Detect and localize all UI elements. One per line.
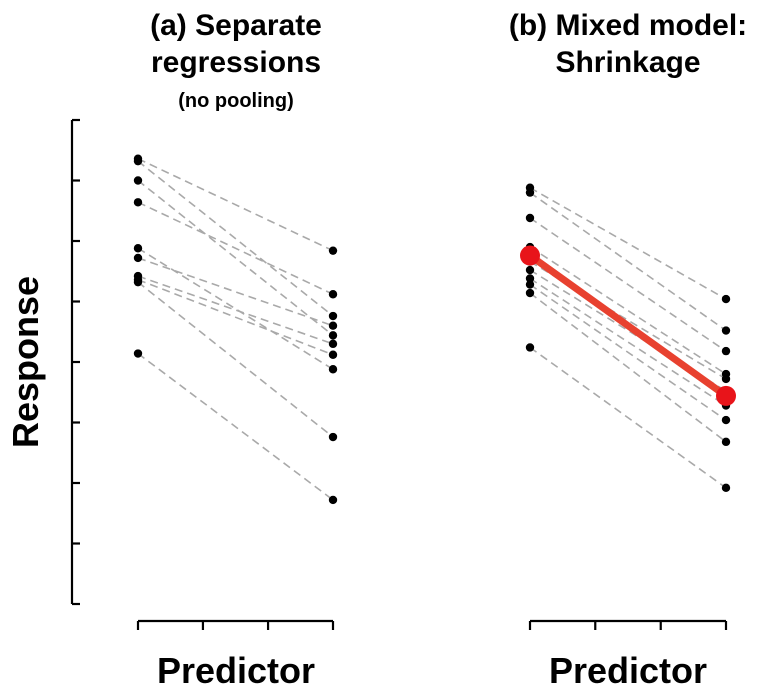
panel-a-point-left-3 [133, 198, 143, 207]
panel-b-point-left-7 [525, 280, 535, 289]
panel-b-link-3 [529, 246, 727, 375]
panel-a-point-left-1 [133, 156, 143, 166]
panel-a-point-right-7 [328, 350, 338, 359]
panel-b-link-9 [529, 346, 727, 489]
panel-b-x-axis-label: Predictor [549, 650, 707, 691]
panel-b-point-right-8 [721, 437, 731, 447]
panel-b-point-right-0 [721, 294, 731, 304]
panel-a-x-axis [136, 619, 335, 630]
panel-a-point-right-0 [328, 246, 338, 255]
panel-b-mean [520, 245, 736, 406]
mean-point-left [520, 245, 540, 266]
panel-b-links [529, 187, 727, 489]
panel-a-link-2 [137, 179, 334, 337]
panel-b-point-left-9 [525, 343, 535, 352]
panel-a-link-4 [137, 247, 334, 370]
panel-a-title-line-1: (a) Separate [150, 9, 322, 42]
panel-b-point-left-1 [525, 188, 535, 197]
y-axis-ticks [72, 118, 80, 606]
panel-a-link-0 [137, 157, 334, 252]
panel-b-x-axis [528, 619, 728, 630]
panel-a-points [133, 154, 338, 505]
panel-a-point-right-4 [328, 365, 338, 374]
panel-b: (b) Mixed model: Shrinkage Predictor [509, 9, 747, 691]
panel-a-point-right-9 [328, 495, 338, 505]
panel-b-point-right-9 [721, 483, 731, 493]
panel-a-point-left-2 [133, 176, 143, 185]
panel-a-link-9 [137, 352, 334, 501]
panel-a-point-left-5 [133, 253, 143, 263]
panel-b-link-1 [529, 191, 727, 332]
panel-a-point-right-1 [328, 311, 338, 321]
panel-b-point-right-7 [721, 415, 731, 425]
y-axis [70, 118, 80, 606]
panel-a-link-5 [137, 257, 334, 327]
panel-b-point-right-2 [721, 346, 731, 356]
panel-b-link-8 [529, 292, 727, 443]
panel-b-point-left-5 [525, 265, 535, 275]
panel-b-point-left-2 [525, 213, 535, 223]
y-axis-label: Response [5, 276, 46, 448]
panel-a-x-axis-label: Predictor [157, 650, 315, 691]
panel-b-points [525, 183, 731, 493]
panel-b-point-left-8 [525, 288, 535, 298]
panel-a-link-6 [137, 275, 334, 345]
panel-b-title-line-1: (b) Mixed model: [509, 9, 747, 42]
panel-a-point-left-4 [133, 244, 143, 253]
panel-a-point-right-2 [328, 331, 338, 340]
panel-a-link-3 [137, 201, 334, 295]
panel-a-title-line-2: regressions [151, 46, 321, 79]
panel-a-point-right-5 [328, 321, 338, 330]
panel-b-link-7 [529, 283, 727, 421]
panel-a-links [137, 157, 334, 501]
mean-line [526, 252, 730, 400]
panel-b-title-line-2: Shrinkage [555, 46, 700, 79]
panel-b-link-0 [529, 187, 727, 300]
panel-a-point-right-8 [328, 432, 338, 442]
panel-b-link-6 [529, 277, 727, 407]
panel-a-point-right-3 [328, 290, 338, 299]
panel-b-point-right-1 [721, 326, 731, 335]
panel-a-link-8 [137, 281, 334, 438]
mean-point-right [716, 385, 736, 406]
panel-a: (a) Separate regressions (no pooling) Pr… [133, 9, 338, 691]
panel-a-point-right-6 [328, 339, 338, 349]
panel-a-point-left-8 [133, 277, 143, 287]
panel-b-link-2 [529, 217, 727, 352]
panel-b-point-right-4 [721, 374, 731, 384]
panel-b-point-left-6 [525, 274, 535, 283]
panel-a-link-7 [137, 278, 334, 356]
panel-a-link-1 [137, 160, 334, 317]
panel-a-point-left-9 [133, 349, 143, 358]
panel-a-subtitle: (no pooling) [178, 90, 294, 112]
